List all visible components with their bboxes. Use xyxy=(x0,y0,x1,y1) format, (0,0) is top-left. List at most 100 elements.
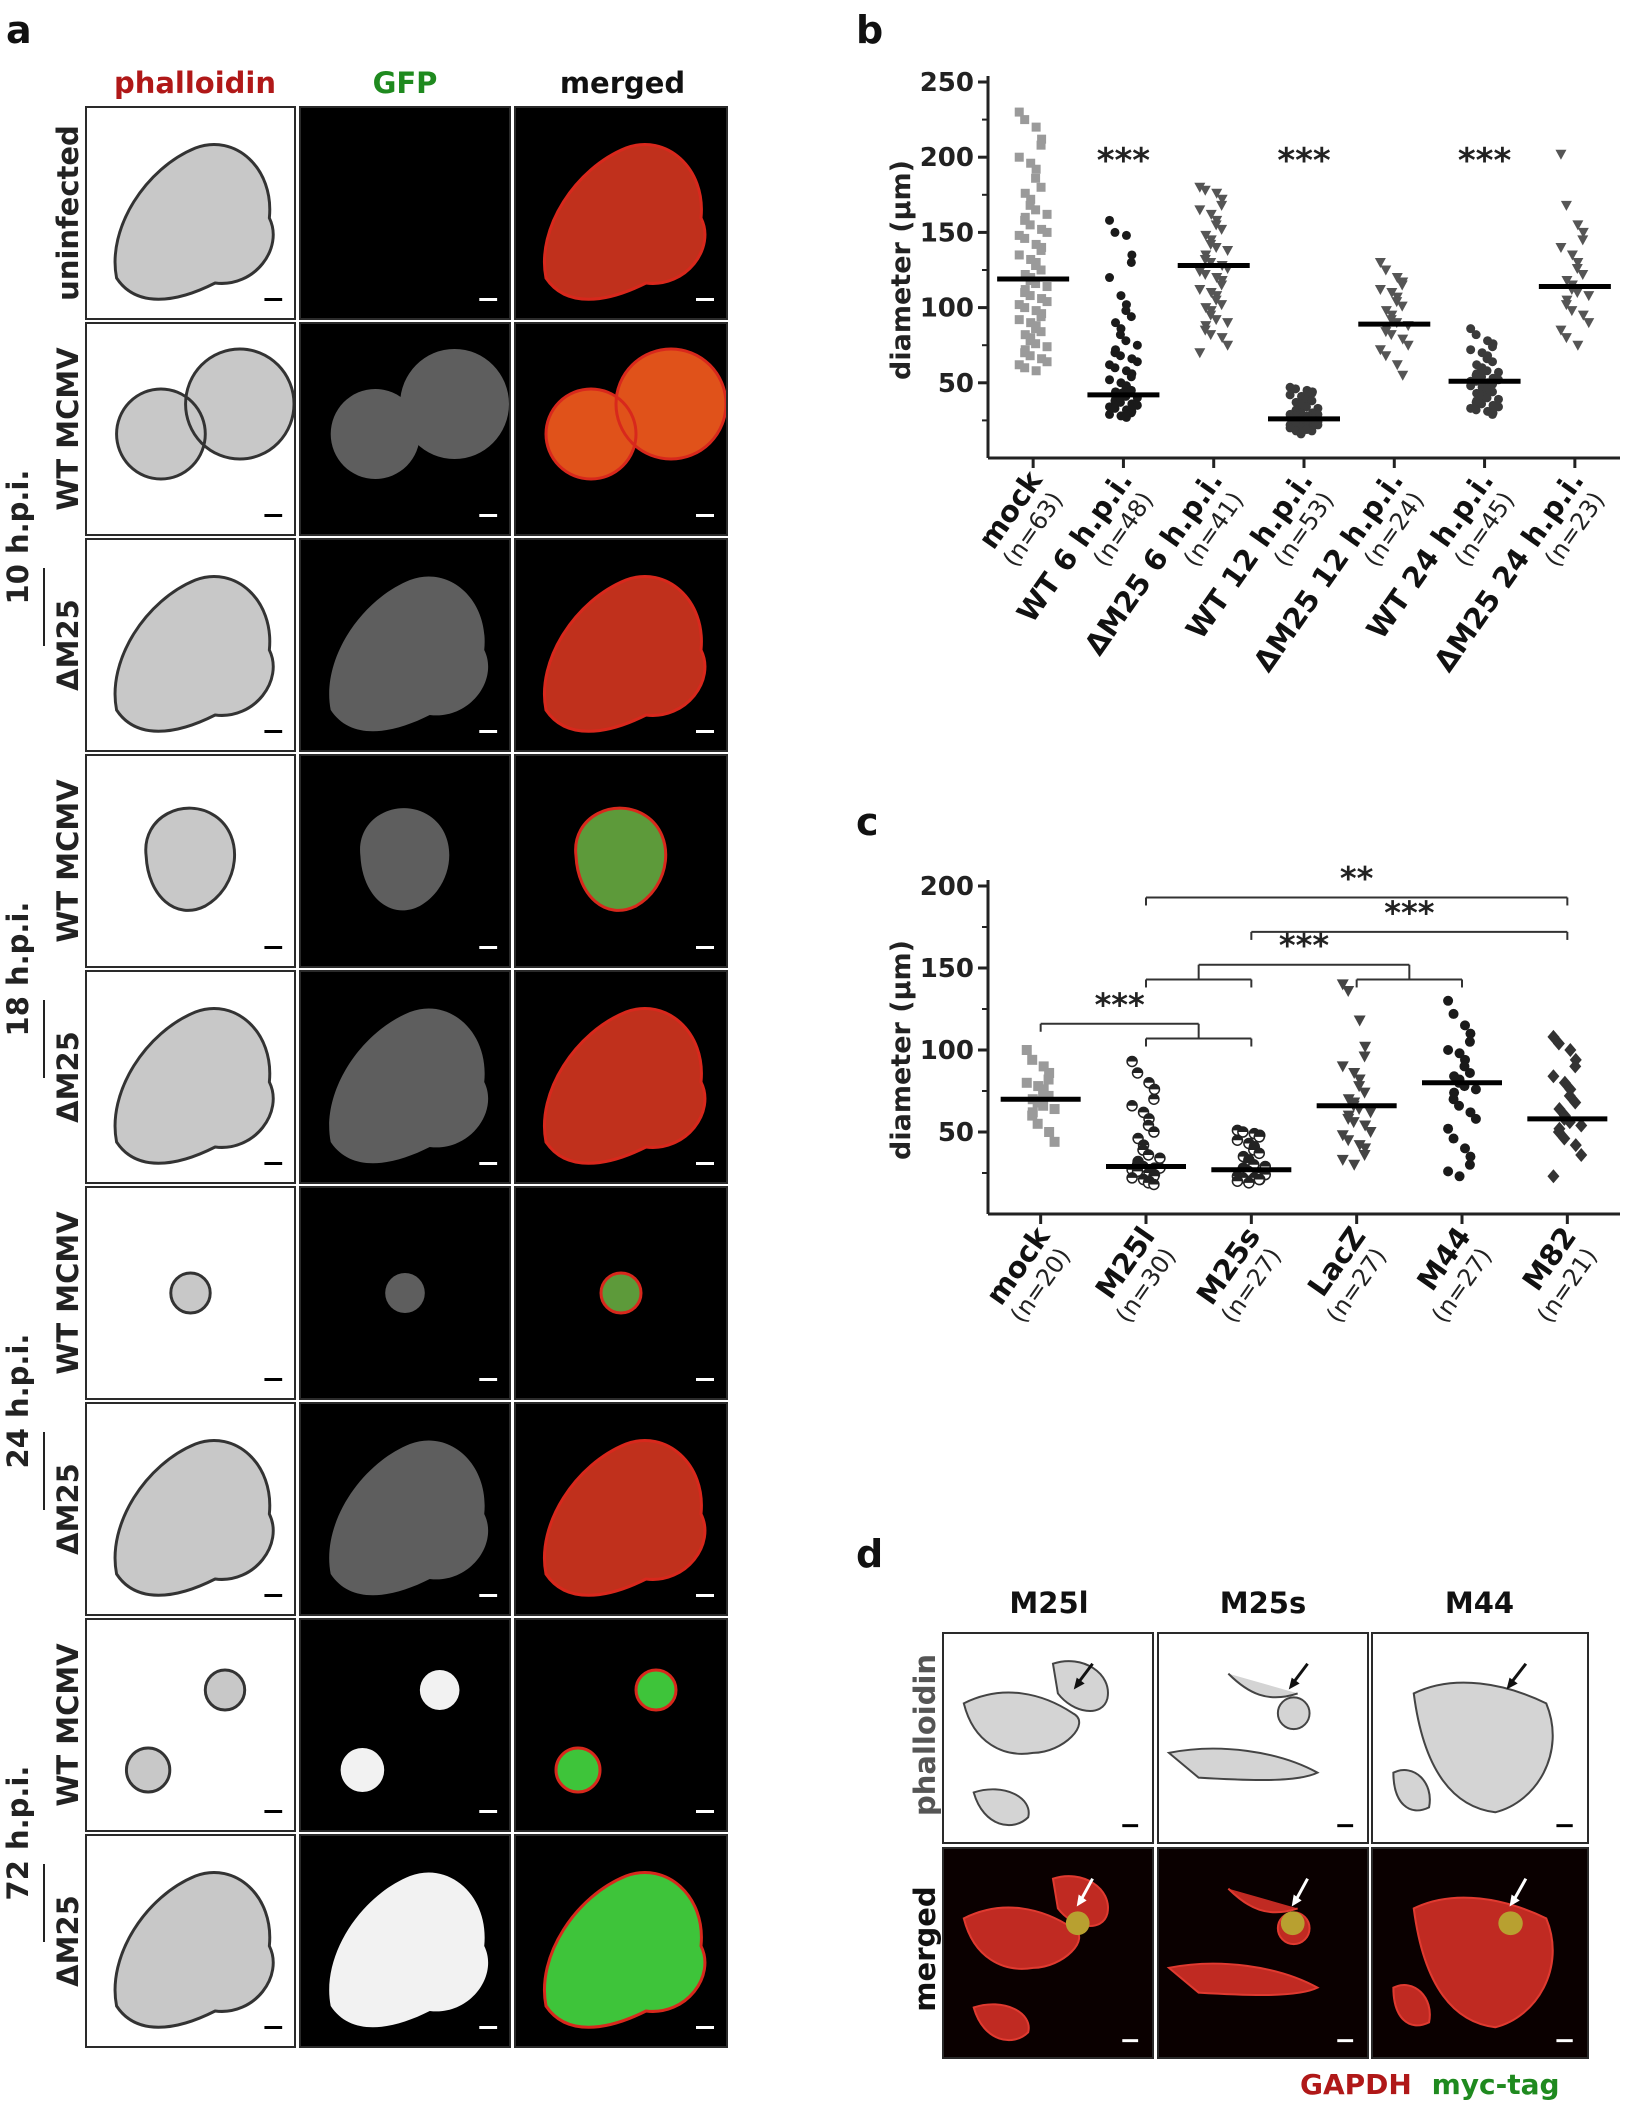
data-point xyxy=(1552,1036,1565,1051)
x-category-label: M44(n=27) xyxy=(1410,1221,1497,1329)
scale-bar xyxy=(264,1162,283,1165)
cell-shape xyxy=(329,576,489,732)
data-point xyxy=(1126,257,1136,267)
panel-a-label: a xyxy=(6,8,32,52)
cell-drawing xyxy=(1392,1662,1573,1828)
d-col-header-m25l: M25l xyxy=(1009,1586,1089,1620)
cell-drawing xyxy=(479,298,498,301)
arrow-head xyxy=(1509,1894,1520,1907)
data-point xyxy=(1561,276,1573,287)
data-point xyxy=(1385,315,1397,326)
d-legend: GAPDH myc-tag xyxy=(1300,2068,1560,2101)
arrow-head xyxy=(1076,1894,1087,1907)
data-point xyxy=(1216,280,1228,291)
data-point xyxy=(1031,260,1041,270)
y-tick-label: 150 xyxy=(920,954,974,984)
data-point xyxy=(1358,1051,1371,1063)
data-point xyxy=(1386,288,1398,299)
cell-shape xyxy=(385,1273,425,1313)
data-point xyxy=(1148,1178,1160,1191)
cell-shape xyxy=(1166,1887,1320,1997)
transfected-cell xyxy=(1498,1911,1523,1936)
d-row-label-phalloidin: phalloidin xyxy=(908,1653,942,1816)
data-point xyxy=(1358,1149,1371,1161)
row-label-7: ΔM25 xyxy=(51,1463,85,1555)
significance-label: *** xyxy=(1279,927,1329,965)
cell-drawing xyxy=(1392,1878,1573,2043)
data-point xyxy=(1577,235,1589,246)
arrow-icon xyxy=(1512,1878,1528,1902)
data-point xyxy=(1558,1131,1571,1146)
data-point xyxy=(1038,1100,1049,1111)
gfp-image-row-9 xyxy=(299,1834,511,2048)
transfected-cell xyxy=(1065,1911,1090,1936)
group-label-3: 24 h.p.i. xyxy=(1,1333,35,1469)
overbar-row-9 xyxy=(43,1864,45,1942)
data-point xyxy=(1132,340,1142,350)
data-point xyxy=(1448,1094,1459,1105)
cell-shape xyxy=(329,1008,489,1164)
data-point xyxy=(1216,300,1228,311)
cell-shape xyxy=(144,806,236,912)
y-tick-label: 50 xyxy=(938,1118,974,1148)
cell-drawing xyxy=(544,347,726,517)
scale-bar xyxy=(264,1594,283,1597)
data-point xyxy=(1020,115,1030,125)
data-point xyxy=(1032,1118,1043,1129)
arrow-head xyxy=(1291,1894,1302,1907)
scale-bar xyxy=(264,514,283,517)
data-point xyxy=(1148,1093,1160,1105)
data-point xyxy=(1031,324,1041,334)
scale-bar xyxy=(1556,1824,1573,1828)
gfp-image-row-7 xyxy=(299,1402,511,1616)
data-point xyxy=(1211,273,1223,284)
data-point xyxy=(1560,333,1572,344)
scale-bar xyxy=(264,298,283,301)
data-point xyxy=(1253,1173,1265,1186)
data-point xyxy=(1380,351,1392,362)
data-point xyxy=(1237,1126,1249,1138)
data-point xyxy=(1572,340,1584,351)
row-label-9: ΔM25 xyxy=(51,1895,85,1987)
data-point xyxy=(1443,995,1454,1006)
group-label-2: 18 h.p.i. xyxy=(1,901,35,1037)
data-point xyxy=(1569,1052,1582,1067)
cell-shape xyxy=(329,1872,489,2028)
data-point xyxy=(1127,250,1137,260)
phalloidin-image-row-9 xyxy=(85,1834,296,2048)
data-point xyxy=(1115,397,1125,407)
data-point xyxy=(1464,1067,1475,1078)
scale-bar xyxy=(479,514,498,517)
data-point xyxy=(1026,318,1036,328)
significance-label: *** xyxy=(1384,894,1434,932)
gfp-image-row-5 xyxy=(299,970,511,1184)
cell-drawing xyxy=(124,1668,283,1813)
data-point xyxy=(1342,1113,1355,1125)
data-point xyxy=(1577,310,1589,321)
data-point xyxy=(1465,1028,1476,1039)
cell-shape xyxy=(962,1875,1109,2041)
data-point xyxy=(1105,215,1115,225)
data-point xyxy=(1583,291,1595,302)
data-point xyxy=(1031,205,1041,215)
data-point xyxy=(1348,1067,1361,1079)
cell-drawing xyxy=(113,1007,283,1165)
cell-drawing xyxy=(329,1008,498,1165)
data-point xyxy=(1194,285,1206,296)
data-point xyxy=(1036,312,1046,322)
point-fill xyxy=(1260,1161,1271,1167)
data-point xyxy=(1042,297,1052,307)
data-point xyxy=(1026,194,1036,204)
data-point xyxy=(1359,1041,1372,1053)
data-point xyxy=(1577,227,1589,238)
data-point xyxy=(1025,200,1035,210)
scale-bar xyxy=(696,946,714,949)
cell-shape xyxy=(115,347,294,481)
data-point xyxy=(1443,1045,1454,1055)
data-point xyxy=(1216,200,1228,211)
point-fill xyxy=(1148,1171,1159,1177)
phalloidin-image-row-7 xyxy=(85,1402,296,1616)
data-point xyxy=(1336,979,1349,991)
data-point xyxy=(1291,384,1301,394)
y-tick-label: 200 xyxy=(920,143,974,173)
